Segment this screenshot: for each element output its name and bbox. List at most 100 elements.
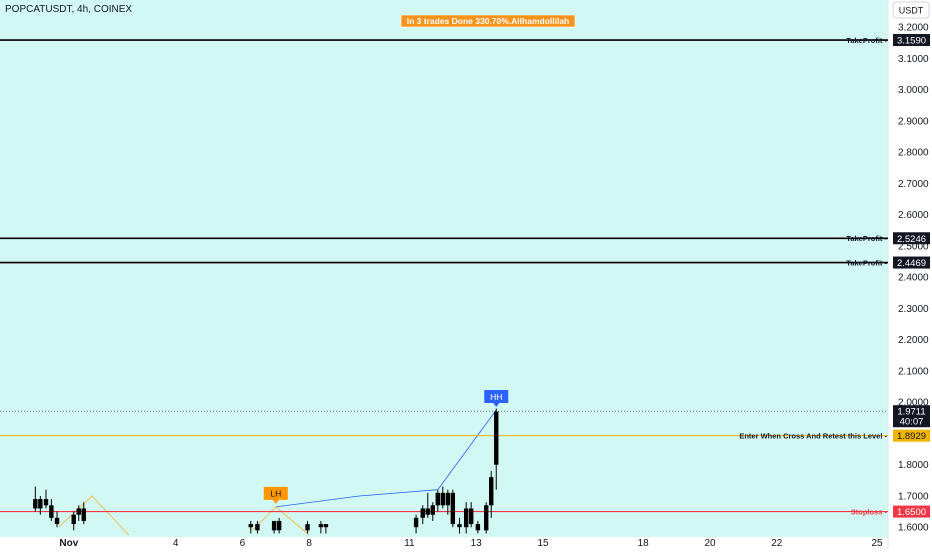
price-tick-label: 1.6000 <box>898 523 929 534</box>
candle-body <box>457 524 462 528</box>
price-tick-label: 2.4000 <box>898 273 929 284</box>
currency-label: USDT <box>899 6 924 16</box>
banner: In 3 trades Done 330.70%.Allhamdollilah <box>400 14 576 28</box>
entry-level-price-text: 1.8929 <box>897 431 926 442</box>
candle-body <box>420 508 425 518</box>
time-tick-label: 13 <box>471 538 483 549</box>
time-tick-label: 22 <box>771 538 783 549</box>
candle-body <box>430 505 435 515</box>
price-tick-label: 2.0000 <box>898 398 929 409</box>
price-tick-label: 3.0000 <box>898 85 929 96</box>
candle-body <box>276 520 282 531</box>
candle-body <box>323 524 329 528</box>
current-price-text: 1.9711 <box>897 407 925 418</box>
candle-body <box>271 520 277 531</box>
candle-body <box>43 499 49 506</box>
candle-body <box>305 524 310 531</box>
stoploss-level-price-tag <box>893 505 930 518</box>
take-profit-2-price-tag <box>893 232 930 245</box>
time-tick-label: 15 <box>537 538 549 549</box>
time-axis-background <box>0 537 888 550</box>
take-profit-3-price-tag <box>893 256 930 269</box>
candle-body <box>54 517 60 525</box>
pivot-label-hh: HH <box>490 392 502 402</box>
candle-body <box>475 524 481 531</box>
time-axis-ticks: Nov 4 6 8 11 13 15 18 20 22 25 <box>59 538 883 549</box>
trend-line-orange <box>58 495 130 536</box>
stoploss-level-price-text: 1.6500 <box>897 507 926 518</box>
candle-body <box>413 517 419 528</box>
symbol-title: POPCATUSDT, 4h, COINEX <box>5 4 132 15</box>
price-tick-label: 3.2000 <box>898 23 929 34</box>
time-tick-label: 20 <box>704 538 716 549</box>
candle-body <box>248 524 253 528</box>
candle-body <box>76 508 81 515</box>
stoploss-level-label: Stoploss - <box>851 507 888 516</box>
entry-level-price-tag <box>893 429 930 442</box>
price-tick-label: 1.8000 <box>898 460 929 471</box>
candle-body <box>445 492 451 506</box>
candle-body <box>494 411 499 465</box>
price-tick-label: 2.2000 <box>898 335 929 346</box>
currency-button[interactable]: USDT <box>892 1 930 19</box>
time-tick-label: 11 <box>404 538 415 549</box>
price-tick-label: 2.3000 <box>898 304 929 315</box>
candle-body <box>38 499 43 509</box>
take-profit-3-price-text: 2.4469 <box>897 258 926 269</box>
candle-body <box>468 508 474 525</box>
price-tick-label: 2.7000 <box>898 179 929 190</box>
candle-body <box>49 505 54 518</box>
candle-body <box>255 524 260 531</box>
candle-body <box>318 524 324 528</box>
price-tick-label: 3.1000 <box>898 54 929 65</box>
candle-body <box>81 508 86 521</box>
plot-background <box>0 0 888 537</box>
take-profit-2-label: TakeProfit - <box>846 234 887 243</box>
price-tick-label: 2.8000 <box>898 148 929 159</box>
banner-box <box>400 14 576 28</box>
candle-body <box>484 505 489 531</box>
trend-line-blue <box>275 409 497 508</box>
candle-body <box>489 477 494 506</box>
price-tick-label: 1.7000 <box>898 491 929 502</box>
trend-lines <box>58 409 497 536</box>
time-tick-label: 6 <box>240 538 246 549</box>
pivot-marker-hh <box>484 390 509 408</box>
pivot-marker-lh <box>263 486 288 504</box>
pivot-labels: HH LH <box>263 390 509 504</box>
banner-text: In 3 trades Done 330.70%.Allhamdollilah <box>407 16 570 26</box>
pivot-label-lh: LH <box>270 489 281 499</box>
take-profit-1-price-tag <box>893 34 930 47</box>
time-tick-label: Nov <box>59 538 78 549</box>
take-profit-3-label: TakeProfit - <box>846 258 887 267</box>
take-profit-2-price-text: 2.5246 <box>897 234 926 245</box>
candle-body <box>33 499 38 509</box>
time-tick-label: 25 <box>871 538 883 549</box>
price-tick-label: 2.1000 <box>898 366 929 377</box>
candle-body <box>440 492 445 506</box>
candle-body <box>71 514 76 525</box>
time-tick-label: 8 <box>306 538 312 549</box>
candle-body <box>463 508 469 528</box>
candle-body <box>425 508 430 515</box>
price-tick-label: 2.5000 <box>898 241 929 252</box>
price-axis-background <box>888 0 932 550</box>
current-price-tag <box>893 405 930 428</box>
level-price-tags: 3.1590 2.5246 2.4469 1.8929 1.6500 1.971140:0… <box>893 34 930 518</box>
trend-line-orange <box>252 506 310 536</box>
time-tick-label: 18 <box>638 538 650 549</box>
price-tick-label: 2.9000 <box>898 116 929 127</box>
currency-button-frame <box>892 1 930 19</box>
take-profit-1-price-text: 3.1590 <box>897 36 926 47</box>
time-tick-label: 4 <box>173 538 179 549</box>
countdown-text: 40:07 <box>900 417 924 428</box>
take-profit-1-label: TakeProfit - <box>846 36 887 45</box>
candles <box>33 408 499 534</box>
candle-body <box>450 492 456 525</box>
level-lines: TakeProfit - TakeProfit - TakeProfit - Ente… <box>0 36 888 516</box>
candle-body <box>435 492 440 506</box>
price-tick-label: 2.6000 <box>898 210 929 221</box>
entry-level-label: Enter When Cross And Retest this Level - <box>739 431 887 440</box>
